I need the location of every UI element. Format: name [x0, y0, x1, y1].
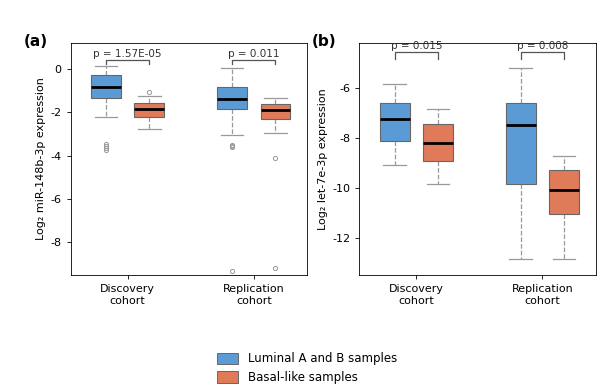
Text: p = 1.57E-05: p = 1.57E-05 [93, 50, 162, 59]
Bar [506, 103, 535, 184]
Text: p = 0.015: p = 0.015 [391, 41, 442, 51]
Bar [91, 75, 121, 98]
Bar [217, 87, 247, 109]
Text: p = 0.008: p = 0.008 [517, 41, 568, 51]
Bar [379, 103, 410, 142]
Bar [260, 104, 290, 119]
Text: (b): (b) [312, 34, 336, 49]
Text: (a): (a) [23, 34, 47, 49]
Y-axis label: Log₂ let-7e-3p expression: Log₂ let-7e-3p expression [318, 88, 328, 230]
Bar [134, 103, 165, 117]
Text: p = 0.011: p = 0.011 [228, 50, 279, 59]
Y-axis label: Log₂ miR-148b-3p expression: Log₂ miR-148b-3p expression [36, 78, 46, 240]
Bar [549, 170, 579, 214]
Legend: Luminal A and B samples, Basal-like samples: Luminal A and B samples, Basal-like samp… [217, 352, 397, 384]
Bar [423, 124, 453, 161]
